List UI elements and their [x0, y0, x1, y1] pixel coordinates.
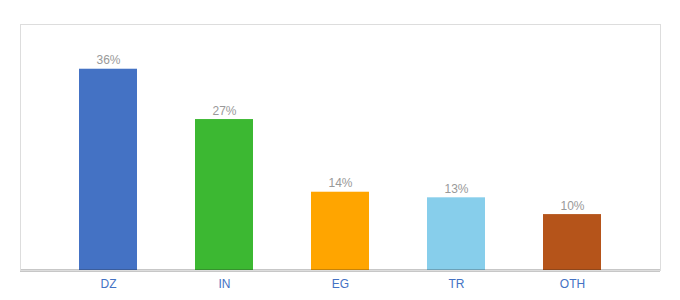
svg-text:DZ: DZ	[101, 277, 117, 291]
svg-text:36%: 36%	[96, 53, 120, 67]
svg-text:OTH: OTH	[560, 277, 585, 291]
svg-text:27%: 27%	[212, 104, 236, 118]
svg-text:IN: IN	[219, 277, 231, 291]
svg-text:10%: 10%	[560, 199, 584, 213]
svg-text:14%: 14%	[328, 176, 352, 190]
svg-text:13%: 13%	[444, 182, 468, 196]
svg-text:TR: TR	[449, 277, 465, 291]
svg-text:EG: EG	[332, 277, 349, 291]
